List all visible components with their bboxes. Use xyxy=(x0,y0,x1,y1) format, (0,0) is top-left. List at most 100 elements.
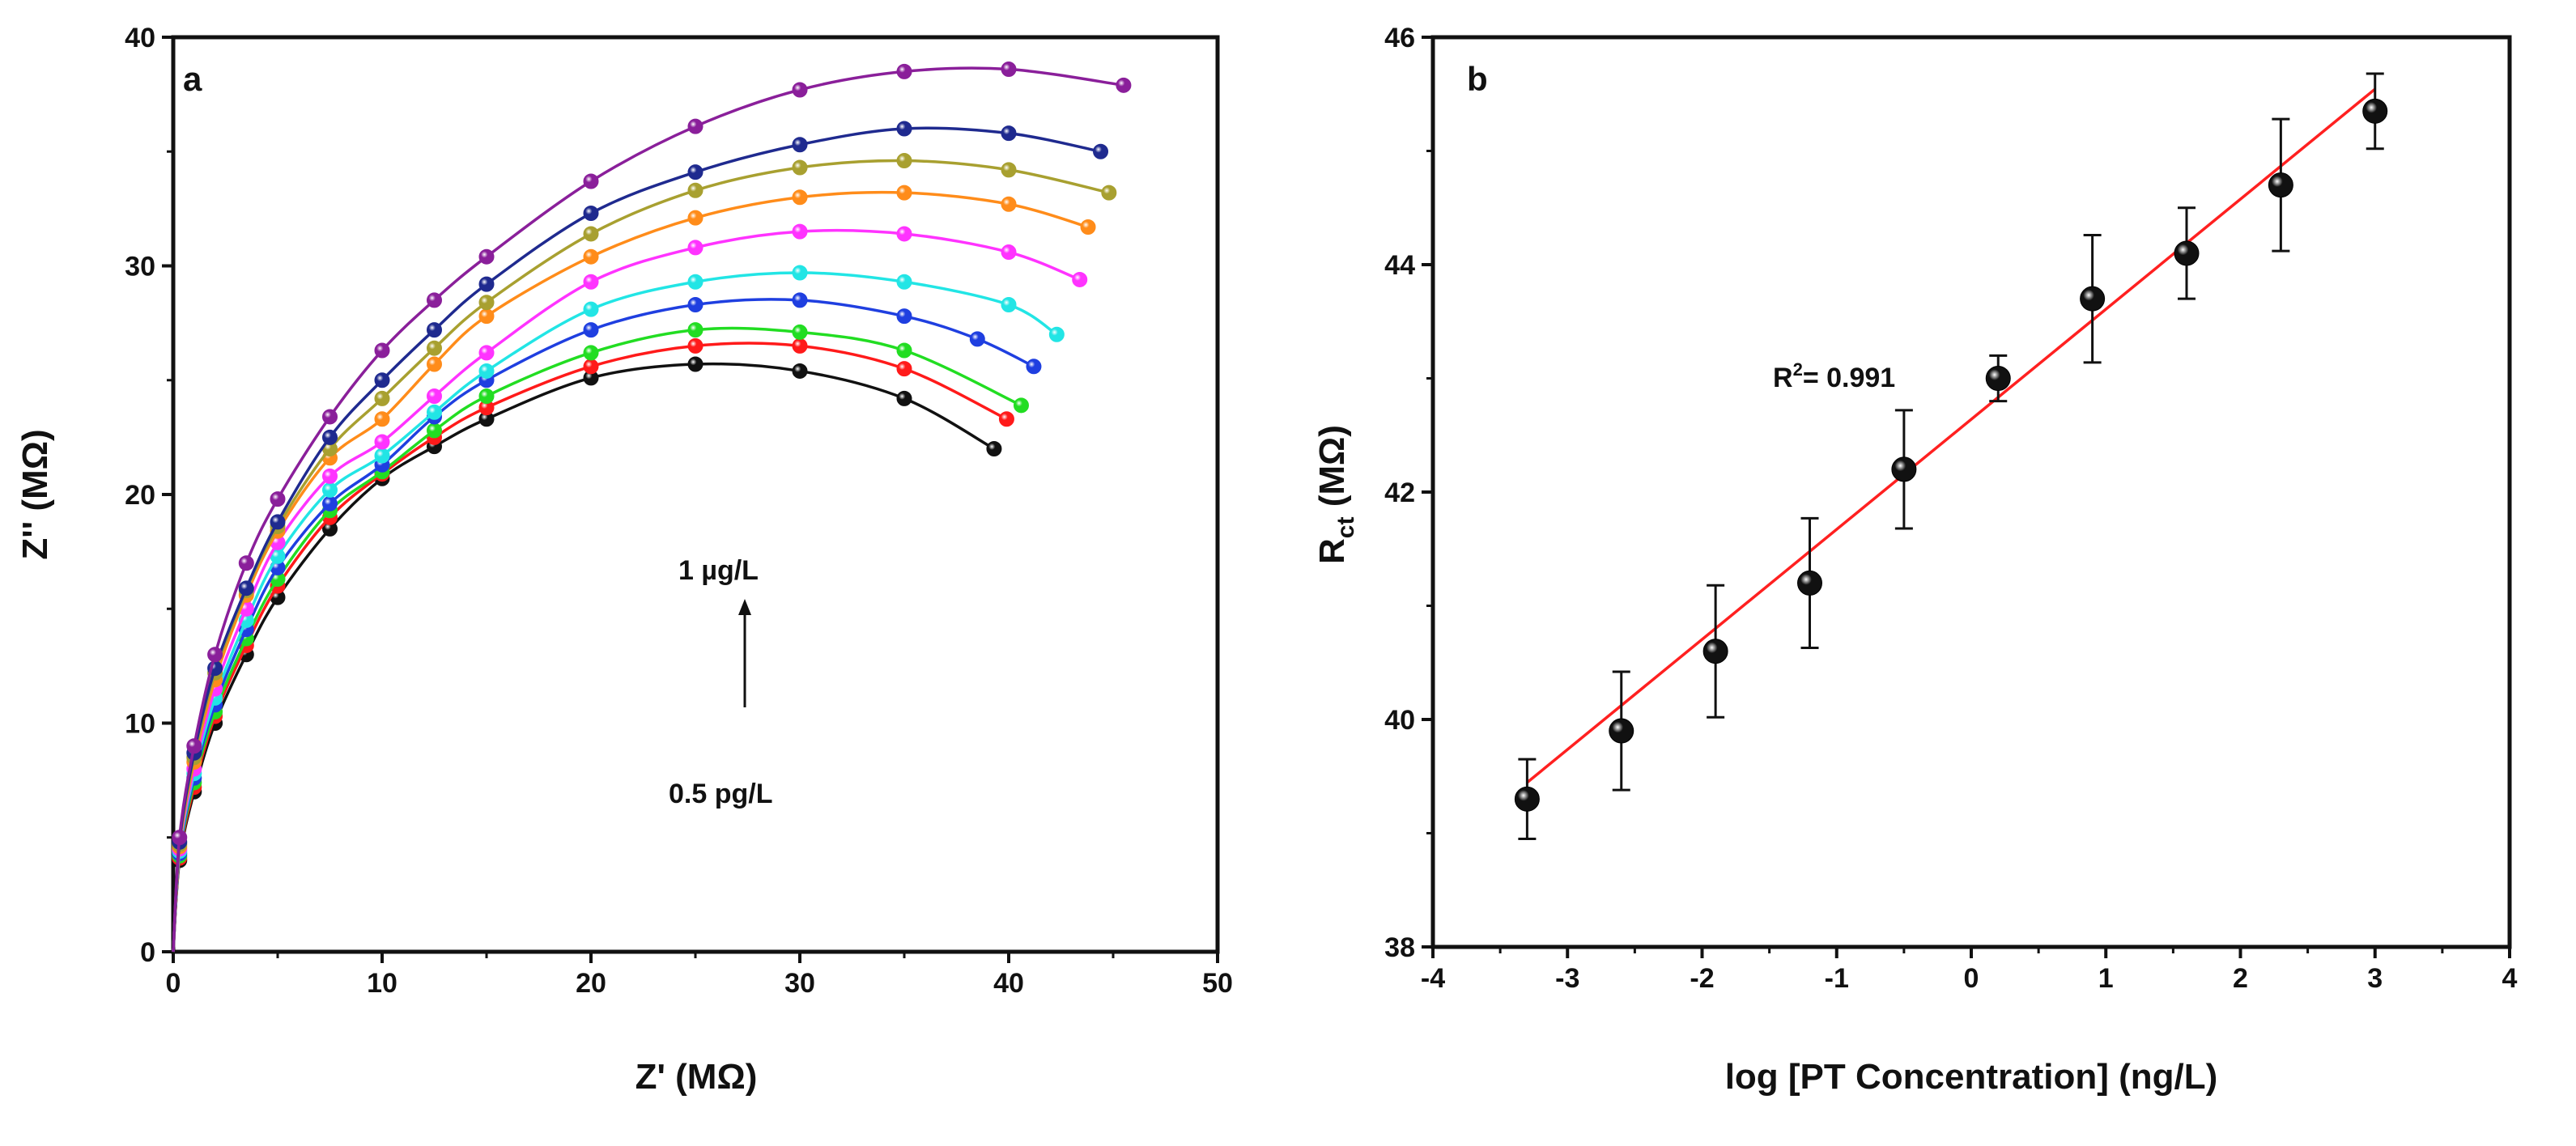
data-point xyxy=(969,331,985,347)
panel-b-x-tick-label: 2 xyxy=(2233,963,2248,994)
data-point xyxy=(374,390,390,406)
data-point xyxy=(687,240,704,256)
data-point xyxy=(427,388,442,405)
data-point xyxy=(583,345,599,361)
panel-a-x-tick-label: 40 xyxy=(993,968,1024,999)
panel-b-calibration-plot: b log [PT Concentration] (ng/L) Rct (MΩ)… xyxy=(1312,23,2518,1097)
data-point xyxy=(1080,219,1096,235)
panel-b-y-tick-label: 44 xyxy=(1384,250,1415,281)
data-point xyxy=(374,342,390,359)
data-point xyxy=(687,118,704,134)
series-line xyxy=(172,126,1101,953)
data-point xyxy=(238,580,254,596)
data-point xyxy=(687,322,704,338)
data-point xyxy=(1514,786,1540,812)
data-point xyxy=(1116,77,1132,93)
panel-a-label: a xyxy=(183,60,202,98)
data-point xyxy=(1048,326,1065,342)
panel-a-y-tick-label: 0 xyxy=(140,937,155,968)
data-point xyxy=(896,63,912,79)
panel-b-y-tick-label: 40 xyxy=(1384,705,1415,736)
data-point xyxy=(583,359,599,375)
panel-b-y-tick-label: 42 xyxy=(1384,478,1415,508)
panel-b-x-tick-label: -2 xyxy=(1690,963,1714,994)
data-point xyxy=(792,223,808,240)
data-point xyxy=(583,173,599,189)
panel-a-y-tick-label: 20 xyxy=(125,480,155,511)
series-line xyxy=(172,159,1110,953)
data-point xyxy=(583,322,599,338)
data-point xyxy=(374,448,390,464)
panel-a-x-tick-label: 30 xyxy=(784,968,815,999)
series-curve-9 xyxy=(172,121,1109,953)
data-point xyxy=(896,121,912,137)
series-line xyxy=(172,326,1022,953)
data-point xyxy=(1609,718,1634,744)
series-curve-7 xyxy=(172,185,1096,953)
series-curve-5 xyxy=(172,265,1065,953)
data-point xyxy=(1001,297,1017,313)
data-point xyxy=(687,274,704,290)
data-point xyxy=(792,337,808,354)
data-point xyxy=(896,274,912,290)
series-line xyxy=(172,190,1089,953)
data-point xyxy=(478,276,495,292)
data-point xyxy=(1891,456,1917,482)
data-point xyxy=(896,226,912,242)
series-curve-2 xyxy=(172,337,1014,953)
data-point xyxy=(2362,98,2388,124)
data-point xyxy=(1072,271,1088,287)
series-line xyxy=(172,271,1058,953)
data-point xyxy=(583,206,599,222)
data-point xyxy=(374,372,390,388)
data-point xyxy=(2174,240,2200,266)
data-point xyxy=(896,185,912,201)
data-point-with-error-bar xyxy=(2174,206,2200,300)
data-point xyxy=(1001,162,1017,178)
data-point xyxy=(583,226,599,242)
r-squared-annotation: R2= 0.991 xyxy=(1773,359,1895,393)
data-point xyxy=(583,301,599,317)
panel-b-label: b xyxy=(1467,60,1488,98)
panel-a-y-tick-label: 40 xyxy=(125,23,155,53)
data-point xyxy=(1001,125,1017,142)
data-point xyxy=(687,210,704,226)
data-point xyxy=(687,182,704,198)
panel-a-y-tick-label: 30 xyxy=(125,252,155,282)
data-point xyxy=(374,411,390,427)
panel-b-y-axis-title: Rct (MΩ) xyxy=(1312,425,1359,564)
panel-a-x-tick-label: 20 xyxy=(576,968,606,999)
data-point xyxy=(322,468,338,484)
annotation-low-concentration: 0.5 pg/L xyxy=(669,779,772,809)
data-point xyxy=(1001,244,1017,261)
data-point xyxy=(792,159,808,176)
data-point xyxy=(478,388,495,405)
data-point-with-error-bar xyxy=(1797,516,1822,649)
data-point xyxy=(583,248,599,265)
data-point xyxy=(478,308,495,325)
panel-a-y-tick-label: 10 xyxy=(125,709,155,740)
panel-b-x-tick-label: 3 xyxy=(2367,963,2383,994)
data-point xyxy=(792,363,808,379)
data-point xyxy=(998,411,1014,427)
data-point-with-error-bar xyxy=(2268,117,2293,253)
data-point xyxy=(896,361,912,377)
data-point xyxy=(427,292,442,308)
panel-a-nyquist-plot: a Z' (MΩ) Z'' (MΩ) 1 µg/L 0.5 pg/L 0 10 20… xyxy=(15,23,1233,1097)
data-point xyxy=(896,342,912,359)
data-point xyxy=(986,441,1002,456)
series-curve-8 xyxy=(172,153,1117,953)
data-point xyxy=(1093,143,1109,159)
data-point xyxy=(1702,639,1728,664)
data-point xyxy=(896,308,912,325)
data-point xyxy=(2268,172,2293,198)
panel-a-x-tick-label: 0 xyxy=(166,968,181,999)
data-point xyxy=(478,345,495,361)
data-point xyxy=(478,295,495,311)
panel-b-x-tick-label: 4 xyxy=(2502,963,2518,994)
data-point xyxy=(270,491,286,507)
data-point xyxy=(322,482,338,498)
data-point xyxy=(792,137,808,153)
panel-a-x-axis-title: Z' (MΩ) xyxy=(635,1057,758,1097)
data-point xyxy=(1101,185,1117,201)
